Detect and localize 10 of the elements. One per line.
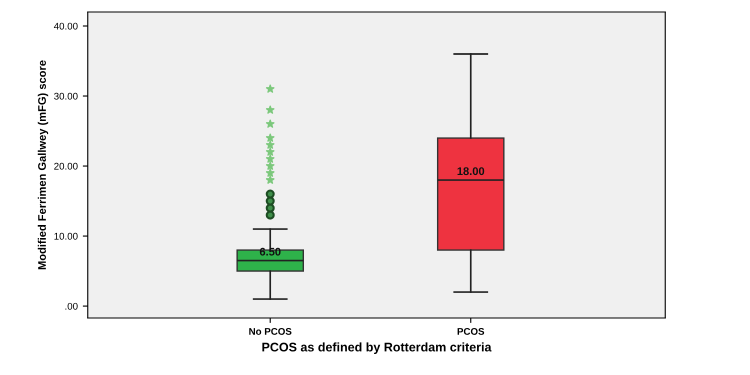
y-axis-title: Modified Ferrimen Gallwey (mFG) score [38,60,48,270]
x-axis-title: PCOS as defined by Rotterdam criteria [262,342,492,354]
y-tick-label: 30.00 [54,92,78,100]
y-tick-label: 10.00 [54,232,78,240]
y-tick-label: 20.00 [54,162,78,170]
y-tick-label: 40.00 [54,22,78,30]
x-tick-label: No PCOS [249,328,292,335]
annotation: 18.00 [458,167,484,176]
y-tick-label: .00 [65,302,78,310]
x-tick-label: PCOS [458,328,484,335]
